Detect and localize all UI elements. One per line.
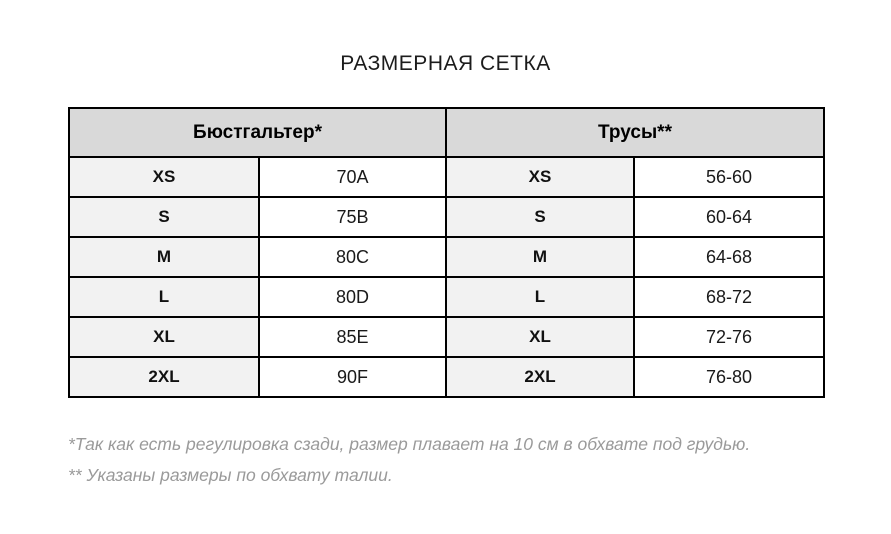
bra-size-value: 70A: [258, 156, 447, 198]
bra-size-label: S: [68, 196, 260, 238]
panties-size-label: 2XL: [445, 356, 635, 398]
bra-size-label: XS: [68, 156, 260, 198]
bra-size-label: M: [68, 236, 260, 278]
table-row: M 80C M 64-68: [68, 236, 826, 278]
bra-size-value: 90F: [258, 356, 447, 398]
bra-size-value: 75B: [258, 196, 447, 238]
panties-size-value: 76-80: [632, 356, 826, 398]
table-header-row: Бюстгальтер* Трусы**: [68, 107, 826, 158]
table-row: L 80D L 68-72: [68, 276, 826, 318]
panties-size-label: S: [445, 196, 635, 238]
bra-size-label: XL: [68, 316, 260, 358]
bra-size-label: 2XL: [68, 356, 260, 398]
panties-column-header: Трусы**: [444, 107, 826, 158]
panties-size-value: 56-60: [632, 156, 826, 198]
bra-column-header: Бюстгальтер*: [68, 107, 447, 158]
page-title: РАЗМЕРНАЯ СЕТКА: [340, 52, 551, 75]
bra-size-value: 85E: [258, 316, 447, 358]
bra-size-value: 80C: [258, 236, 447, 278]
panties-size-value: 64-68: [632, 236, 826, 278]
panties-size-value: 60-64: [632, 196, 826, 238]
footnotes: *Так как есть регулировка сзади, размер …: [68, 429, 858, 491]
footnote-bra: *Так как есть регулировка сзади, размер …: [68, 434, 751, 454]
table-row: XS 70A XS 56-60: [68, 156, 826, 198]
table-row: S 75B S 60-64: [68, 196, 826, 238]
table-row: XL 85E XL 72-76: [68, 316, 826, 358]
bra-size-label: L: [68, 276, 260, 318]
panties-size-label: XS: [445, 156, 635, 198]
size-chart-table: Бюстгальтер* Трусы** XS 70A XS 56-60 S 7…: [68, 107, 826, 398]
panties-size-label: L: [445, 276, 635, 318]
panties-size-value: 72-76: [632, 316, 826, 358]
footnote-panties: ** Указаны размеры по обхвату талии.: [68, 465, 393, 485]
table-row: 2XL 90F 2XL 76-80: [68, 356, 826, 398]
panties-size-label: XL: [445, 316, 635, 358]
panties-size-label: M: [445, 236, 635, 278]
bra-size-value: 80D: [258, 276, 447, 318]
panties-size-value: 68-72: [632, 276, 826, 318]
